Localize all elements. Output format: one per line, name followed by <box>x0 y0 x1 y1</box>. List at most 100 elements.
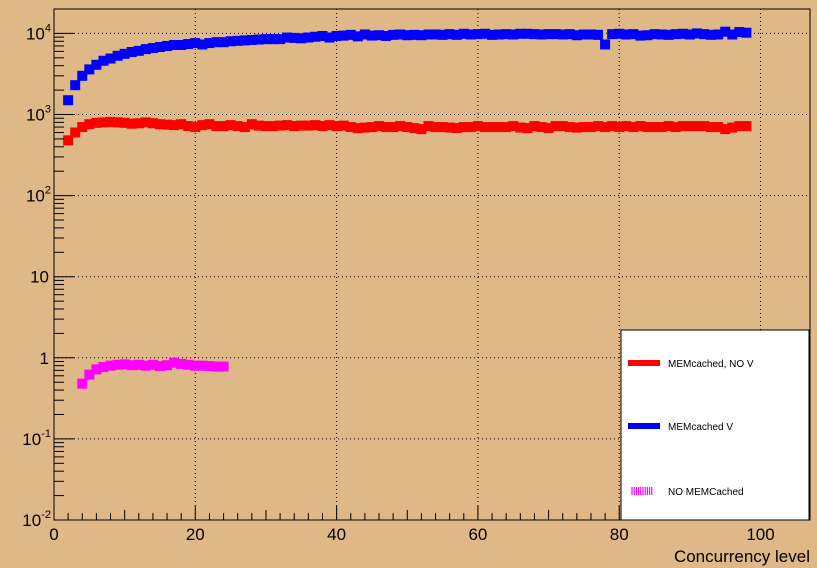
data-point <box>162 40 173 51</box>
legend-swatch <box>628 360 660 366</box>
data-point <box>381 122 392 133</box>
data-point <box>84 64 95 75</box>
data-point <box>218 37 229 48</box>
data-point <box>720 26 731 37</box>
data-point <box>225 120 236 131</box>
data-point <box>720 124 731 135</box>
data-point <box>557 121 568 132</box>
data-point <box>472 29 483 40</box>
data-point <box>253 34 264 45</box>
data-point <box>494 122 505 133</box>
data-point <box>282 32 293 43</box>
data-point <box>607 121 618 132</box>
data-point <box>677 121 688 132</box>
data-point <box>211 37 222 48</box>
data-point <box>176 119 187 130</box>
data-point <box>585 29 596 40</box>
data-point <box>543 29 554 40</box>
data-point <box>112 50 123 61</box>
data-point <box>423 29 434 40</box>
data-point <box>501 29 512 40</box>
data-point <box>451 123 462 134</box>
data-point <box>593 121 604 132</box>
data-point <box>253 120 264 131</box>
legend-label: NO MEMCached <box>668 487 744 498</box>
data-point <box>550 121 561 132</box>
data-point <box>571 122 582 133</box>
data-point <box>444 29 455 40</box>
data-point <box>162 360 173 371</box>
data-point <box>317 30 328 41</box>
data-point <box>303 120 314 131</box>
data-point <box>140 117 151 128</box>
data-point <box>600 122 611 133</box>
data-point <box>628 122 639 133</box>
data-point <box>112 117 123 128</box>
data-point <box>374 121 385 132</box>
data-point <box>176 39 187 50</box>
y-tick-label: 1 <box>40 349 49 368</box>
data-point <box>98 55 109 66</box>
data-point <box>395 29 406 40</box>
data-point <box>218 121 229 132</box>
data-point <box>536 122 547 133</box>
data-point <box>77 378 88 389</box>
data-point <box>621 29 632 40</box>
data-point <box>529 29 540 40</box>
data-point <box>585 122 596 133</box>
data-point <box>324 120 335 131</box>
data-point <box>91 59 102 70</box>
data-point <box>670 122 681 133</box>
data-point <box>381 30 392 41</box>
data-point <box>423 121 434 132</box>
data-point <box>388 122 399 133</box>
data-point <box>63 95 74 106</box>
data-point <box>218 361 229 372</box>
x-tick-label: 20 <box>186 525 205 544</box>
data-point <box>147 359 158 370</box>
data-point <box>366 122 377 133</box>
data-point <box>409 123 420 134</box>
data-point <box>190 360 201 371</box>
data-point <box>126 360 137 371</box>
data-point <box>727 29 738 40</box>
data-point <box>366 30 377 41</box>
data-point <box>359 122 370 133</box>
data-point <box>105 116 116 127</box>
data-point <box>501 122 512 133</box>
data-point <box>621 121 632 132</box>
data-point <box>140 44 151 55</box>
series-memcached-no-v <box>63 116 752 146</box>
data-point <box>684 29 695 40</box>
legend-swatch <box>628 423 660 429</box>
data-point <box>112 359 123 370</box>
data-point <box>154 41 165 52</box>
data-point <box>458 122 469 133</box>
y-tick-label: 10-2 <box>22 509 51 530</box>
data-point <box>684 121 695 132</box>
data-point <box>550 29 561 40</box>
data-point <box>741 121 752 132</box>
x-tick-label: 80 <box>610 525 629 544</box>
data-point <box>522 123 533 134</box>
data-point <box>451 29 462 40</box>
data-point <box>204 119 215 130</box>
data-point <box>614 28 625 39</box>
data-point <box>727 122 738 133</box>
data-point <box>338 30 349 41</box>
data-point <box>352 123 363 134</box>
data-point <box>607 29 618 40</box>
data-point <box>536 29 547 40</box>
data-point <box>522 28 533 39</box>
data-point <box>162 119 173 130</box>
data-point <box>84 119 95 130</box>
data-point <box>564 29 575 40</box>
data-point <box>98 362 109 373</box>
data-point <box>713 29 724 40</box>
data-point <box>169 357 180 368</box>
data-point <box>529 121 540 132</box>
data-point <box>508 29 519 40</box>
data-point <box>225 36 236 47</box>
data-point <box>268 34 279 45</box>
